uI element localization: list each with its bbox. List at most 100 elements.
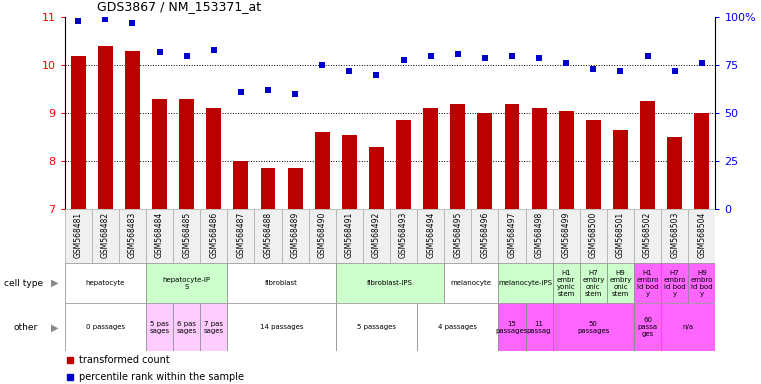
Bar <box>282 209 309 263</box>
Bar <box>477 113 492 209</box>
Text: 6 pas
sages: 6 pas sages <box>177 321 197 334</box>
Text: GSM568501: GSM568501 <box>616 212 625 258</box>
Bar <box>200 303 228 351</box>
Bar <box>451 104 465 209</box>
Bar <box>228 303 336 351</box>
Text: GSM568494: GSM568494 <box>426 212 435 258</box>
Text: GSM568486: GSM568486 <box>209 212 218 258</box>
Text: GSM568485: GSM568485 <box>182 212 191 258</box>
Point <box>343 68 355 74</box>
Bar <box>98 46 113 209</box>
Bar <box>125 51 140 209</box>
Bar <box>228 209 254 263</box>
Bar <box>254 209 282 263</box>
Point <box>669 68 681 74</box>
Bar <box>206 109 221 209</box>
Bar <box>498 303 526 351</box>
Bar <box>228 263 336 303</box>
Bar <box>119 209 146 263</box>
Bar <box>336 303 417 351</box>
Text: ▶: ▶ <box>51 278 59 288</box>
Bar <box>580 209 607 263</box>
Text: percentile rank within the sample: percentile rank within the sample <box>79 372 244 382</box>
Bar <box>607 209 634 263</box>
Text: 14 passages: 14 passages <box>260 324 304 330</box>
Text: GSM568491: GSM568491 <box>345 212 354 258</box>
Bar <box>174 303 200 351</box>
Text: GSM568481: GSM568481 <box>74 212 83 258</box>
Point <box>587 66 600 72</box>
Bar <box>667 137 682 209</box>
Point <box>235 89 247 95</box>
Bar <box>180 99 194 209</box>
Text: fibroblast-IPS: fibroblast-IPS <box>367 280 413 286</box>
Point <box>533 55 545 61</box>
Bar <box>152 99 167 209</box>
Bar <box>396 121 411 209</box>
Bar <box>369 147 384 209</box>
Bar <box>498 263 552 303</box>
Text: GSM568492: GSM568492 <box>372 212 381 258</box>
Point <box>99 16 111 22</box>
Bar <box>444 209 471 263</box>
Bar <box>532 109 546 209</box>
Text: H1
embro
id bod
y: H1 embro id bod y <box>636 270 659 297</box>
Bar <box>146 263 228 303</box>
Text: 15
passages: 15 passages <box>496 321 528 334</box>
Bar <box>315 132 330 209</box>
Point <box>289 91 301 97</box>
Bar <box>288 169 303 209</box>
Text: GDS3867 / NM_153371_at: GDS3867 / NM_153371_at <box>97 0 261 13</box>
Point <box>72 18 84 24</box>
Text: transformed count: transformed count <box>79 356 170 366</box>
Text: H1
embr
yonic
stem: H1 embr yonic stem <box>557 270 575 297</box>
Point <box>479 55 491 61</box>
Text: fibroblast: fibroblast <box>265 280 298 286</box>
Bar <box>260 169 275 209</box>
Bar <box>174 209 200 263</box>
Text: n/a: n/a <box>683 324 694 330</box>
Text: GSM568483: GSM568483 <box>128 212 137 258</box>
Point <box>316 62 328 68</box>
Point <box>425 53 437 59</box>
Text: melanocyte: melanocyte <box>451 280 492 286</box>
Bar <box>552 209 580 263</box>
Bar <box>505 104 520 209</box>
Bar <box>309 209 336 263</box>
Text: GSM568487: GSM568487 <box>237 212 245 258</box>
Bar <box>552 263 580 303</box>
Text: GSM568490: GSM568490 <box>318 212 326 258</box>
Text: H7
embry
onic
stem: H7 embry onic stem <box>582 270 604 297</box>
Point <box>506 53 518 59</box>
Text: 7 pas
sages: 7 pas sages <box>204 321 224 334</box>
Text: 11
passag: 11 passag <box>527 321 552 334</box>
Text: hepatocyte-iP
S: hepatocyte-iP S <box>163 277 211 290</box>
Text: 0 passages: 0 passages <box>86 324 125 330</box>
Point <box>452 51 464 57</box>
Point <box>180 53 193 59</box>
Text: cell type: cell type <box>4 279 43 288</box>
Text: 4 passages: 4 passages <box>438 324 477 330</box>
Point <box>642 53 654 59</box>
Bar <box>92 209 119 263</box>
Point <box>154 49 166 55</box>
Bar <box>634 263 661 303</box>
Bar <box>526 303 552 351</box>
Bar <box>640 101 655 209</box>
Bar <box>634 209 661 263</box>
Bar <box>146 209 174 263</box>
Point <box>397 56 409 63</box>
Text: H9
embro
id bod
y: H9 embro id bod y <box>690 270 713 297</box>
Bar <box>694 113 709 209</box>
Bar <box>363 209 390 263</box>
Bar <box>661 303 715 351</box>
Text: GSM568493: GSM568493 <box>399 212 408 258</box>
Text: GSM568503: GSM568503 <box>670 212 679 258</box>
Bar <box>444 263 498 303</box>
Bar <box>580 263 607 303</box>
Text: melanocyte-iPS: melanocyte-iPS <box>498 280 552 286</box>
Bar <box>552 303 634 351</box>
Bar <box>423 109 438 209</box>
Bar <box>336 263 444 303</box>
Point <box>560 60 572 66</box>
